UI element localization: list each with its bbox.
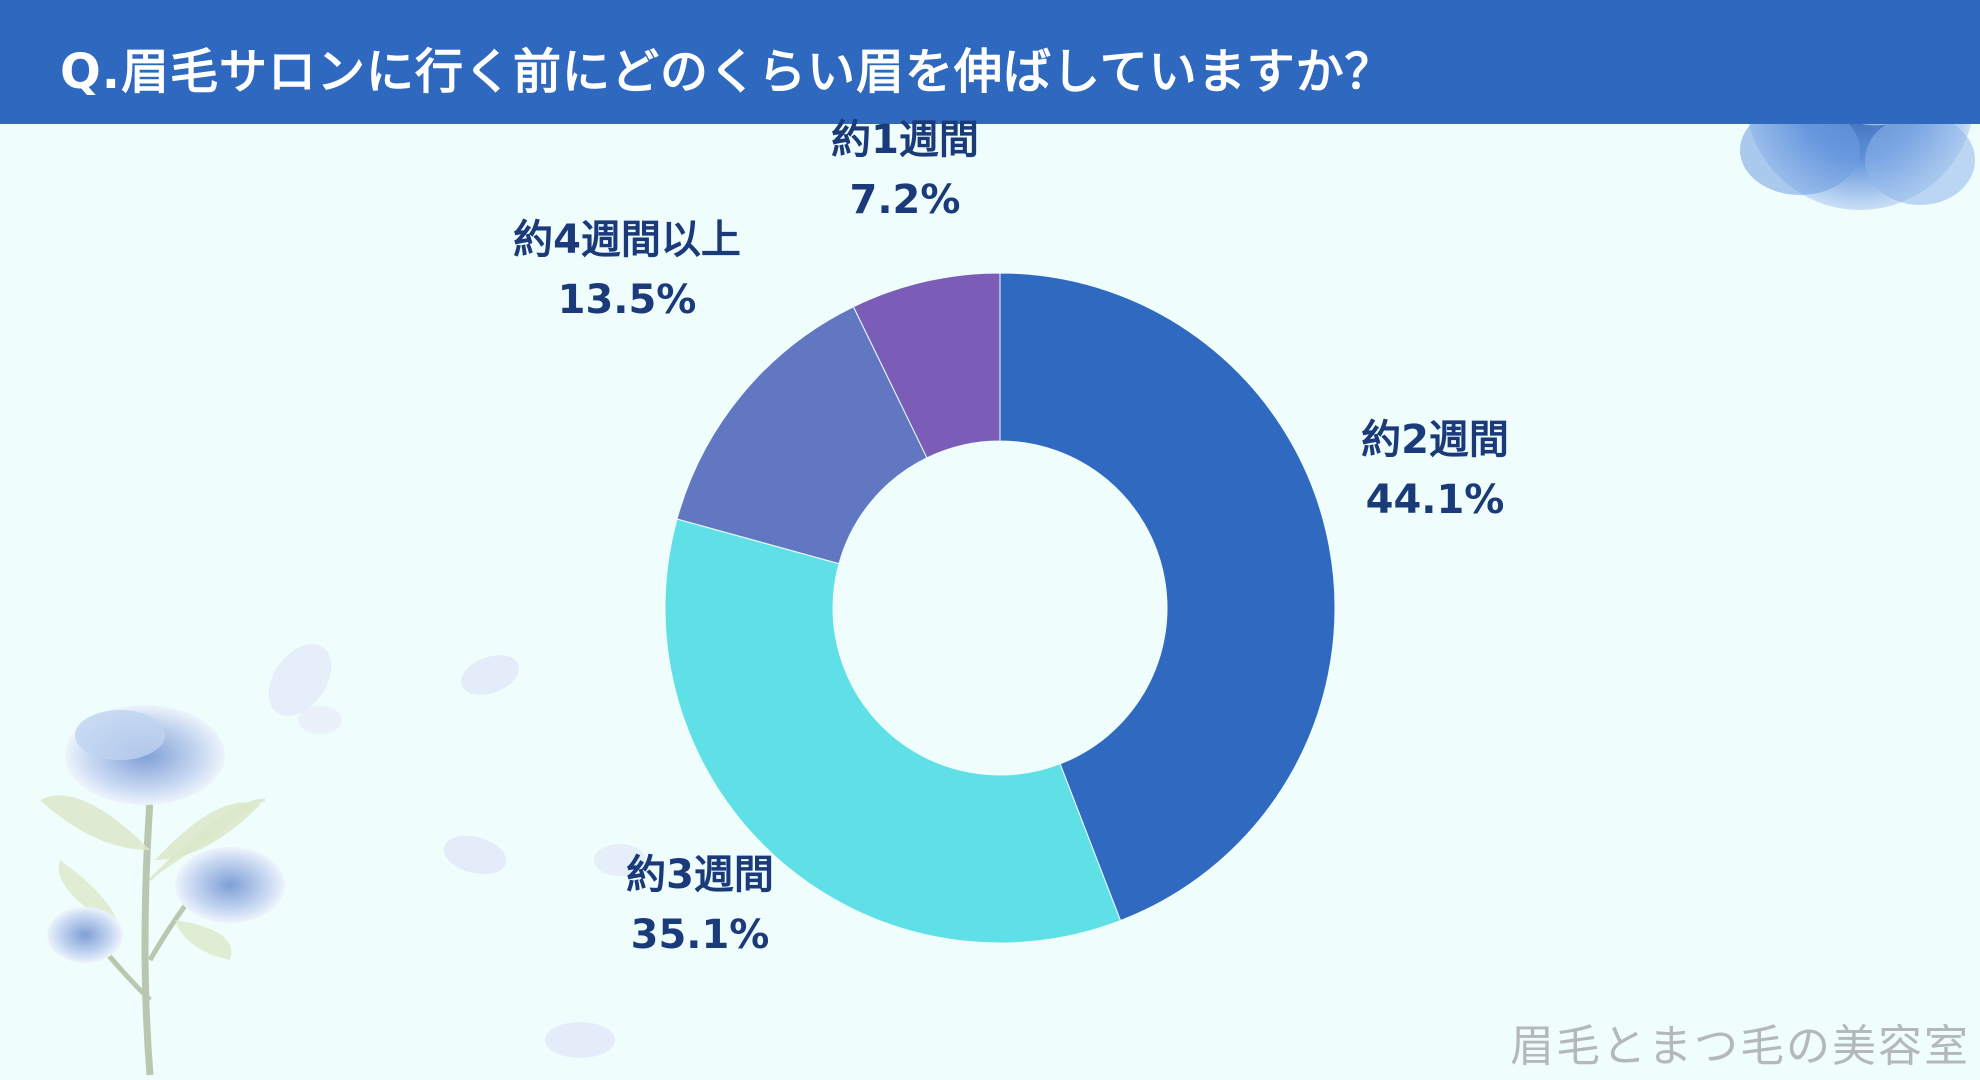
slice-label-4: 約1週間 7.2% (755, 110, 1055, 230)
slice-label-1: 約2週間 44.1% (1285, 410, 1585, 530)
slice-name: 約1週間 (831, 117, 979, 163)
watermark: 眉毛とまつ毛の美容室 (1510, 1021, 1970, 1072)
slice-percentage: 7.2% (849, 177, 961, 223)
slice-percentage: 35.1% (630, 912, 770, 958)
slice-percentage: 13.5% (557, 277, 697, 323)
donut-slice-3 (676, 306, 928, 565)
slice-label-2: 約3週間 35.1% (550, 845, 850, 965)
donut-slice-1 (999, 272, 1336, 922)
donut-slice-4 (852, 272, 1001, 459)
header-bar: Q.眉毛サロンに行く前にどのくらい眉を伸ばしていますか？ (0, 0, 1980, 124)
blue-rose-bouquet-icon (40, 643, 646, 1076)
slice-name: 約3週間 (626, 852, 774, 898)
page-title: Q.眉毛サロンに行く前にどのくらい眉を伸ばしていますか？ (60, 44, 1394, 100)
donut-slice-2 (664, 518, 1122, 944)
slice-percentage: 44.1% (1365, 477, 1505, 523)
slice-name: 約4週間以上 (513, 217, 741, 263)
slice-name: 約2週間 (1361, 417, 1509, 463)
slice-label-3: 約4週間以上 13.5% (477, 210, 777, 330)
